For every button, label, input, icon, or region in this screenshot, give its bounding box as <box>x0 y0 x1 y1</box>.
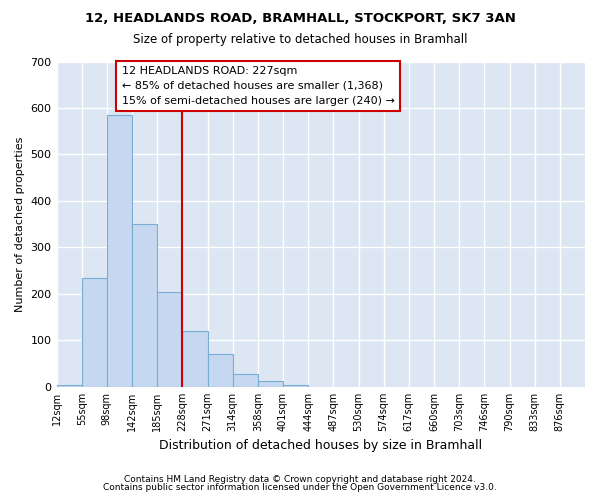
Bar <box>107 115 132 387</box>
Bar <box>283 384 308 387</box>
Bar <box>208 354 233 387</box>
Bar <box>233 374 258 387</box>
Text: Contains HM Land Registry data © Crown copyright and database right 2024.: Contains HM Land Registry data © Crown c… <box>124 474 476 484</box>
Bar <box>132 224 157 387</box>
Bar <box>182 331 208 387</box>
Text: Contains public sector information licensed under the Open Government Licence v3: Contains public sector information licen… <box>103 484 497 492</box>
X-axis label: Distribution of detached houses by size in Bramhall: Distribution of detached houses by size … <box>159 440 482 452</box>
Bar <box>157 292 182 387</box>
Bar <box>82 278 107 387</box>
Y-axis label: Number of detached properties: Number of detached properties <box>15 136 25 312</box>
Text: 12, HEADLANDS ROAD, BRAMHALL, STOCKPORT, SK7 3AN: 12, HEADLANDS ROAD, BRAMHALL, STOCKPORT,… <box>85 12 515 26</box>
Text: Size of property relative to detached houses in Bramhall: Size of property relative to detached ho… <box>133 32 467 46</box>
Bar <box>258 381 283 387</box>
Text: 12 HEADLANDS ROAD: 227sqm
← 85% of detached houses are smaller (1,368)
15% of se: 12 HEADLANDS ROAD: 227sqm ← 85% of detac… <box>122 66 395 106</box>
Bar <box>56 384 82 387</box>
